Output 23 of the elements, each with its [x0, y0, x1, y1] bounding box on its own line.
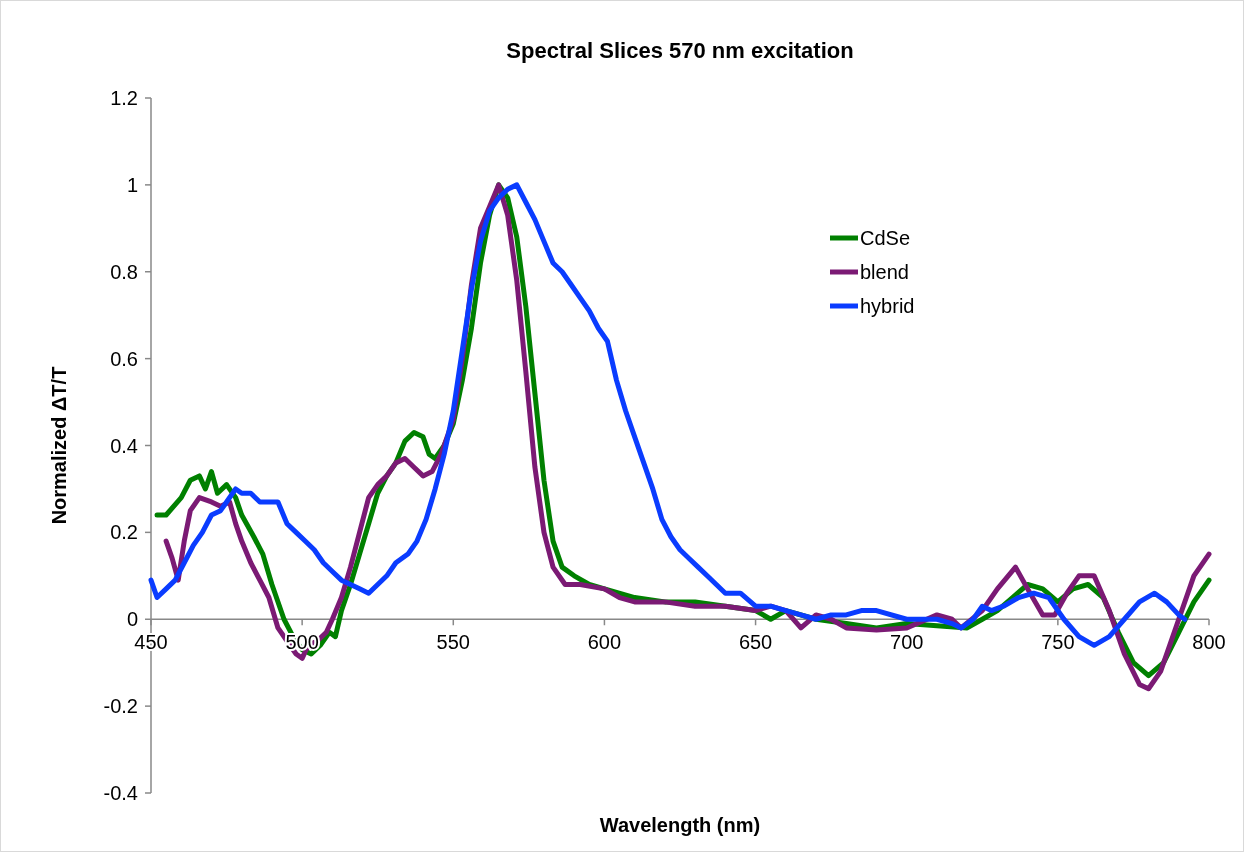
y-tick-label: 1.2 — [110, 87, 138, 109]
y-tick-label: 0.8 — [110, 260, 138, 283]
y-tick-label: 0.6 — [110, 347, 138, 370]
x-tick-label: 700 — [890, 631, 924, 654]
y-tick-label: 0 — [126, 608, 138, 631]
x-axis-title: Wavelength (nm) — [599, 814, 761, 836]
legend-label: blend — [860, 261, 909, 283]
legend-label: hybrid — [860, 295, 915, 317]
y-axis-title: Normalized ΔT/T — [48, 366, 70, 525]
y-tick-label: -0.4 — [103, 782, 138, 804]
x-tick-label: 600 — [587, 631, 622, 654]
y-tick-label: 0.2 — [110, 521, 138, 544]
x-tick-label: 500 — [285, 631, 319, 654]
y-tick-label: -0.2 — [103, 695, 138, 718]
y-tick-label: 1 — [126, 173, 138, 196]
x-tick-label: 800 — [1192, 631, 1226, 654]
x-tick-label: 550 — [436, 631, 470, 654]
x-tick-label: 650 — [738, 631, 773, 654]
chart-title: Spectral Slices 570 nm excitation — [506, 38, 854, 63]
x-tick-label: 750 — [1041, 631, 1075, 654]
legend-label: CdSe — [860, 227, 911, 249]
x-tick-label: 450 — [134, 631, 168, 654]
y-tick-label: 0.4 — [110, 434, 138, 457]
